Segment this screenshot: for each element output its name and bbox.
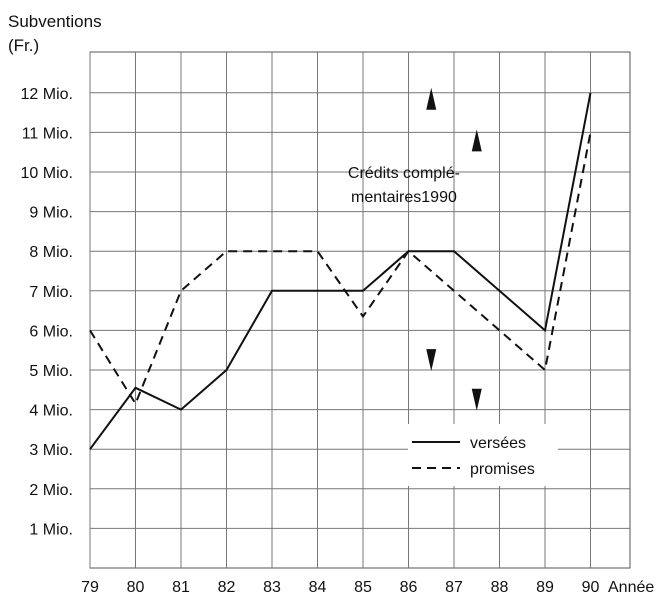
y-tick-label: 8 Mio. (29, 244, 73, 261)
y-tick-label: 9 Mio. (29, 205, 73, 222)
x-axis-title: Année (608, 579, 654, 596)
y-tick-label: 7 Mio. (29, 284, 73, 301)
legend-background (408, 424, 558, 486)
y-tick-label: 4 Mio. (29, 403, 73, 420)
x-tick-label: 84 (309, 579, 327, 596)
x-tick-label: 80 (127, 579, 145, 596)
x-tick-label: 82 (218, 579, 236, 596)
annotation-line-1: Crédits complé- (348, 165, 460, 182)
series-line-promises (89, 132, 592, 406)
y-axis-title-line-2: (Fr.) (8, 36, 40, 55)
triangle-marker-down (426, 349, 437, 372)
annotation: Crédits complé-mentaires1990 (348, 165, 460, 206)
y-tick-label: 6 Mio. (29, 323, 73, 340)
legend-label-promises: promises (470, 461, 535, 478)
x-tick-label: 83 (263, 579, 281, 596)
legend: versées promises (408, 424, 558, 486)
x-tick-label: 85 (354, 579, 372, 596)
triangle-marker-up (471, 129, 482, 152)
y-axis-title-line-1: Subventions (8, 12, 102, 31)
y-tick-label: 11 Mio. (22, 125, 73, 142)
y-tick-label: 2 Mio. (29, 482, 73, 499)
x-tick-label: 79 (81, 579, 99, 596)
triangle-marker-up (426, 87, 437, 110)
x-tick-label: 89 (536, 579, 554, 596)
y-tick-label: 10 Mio. (21, 165, 73, 182)
y-tick-labels: 1 Mio. 2 Mio. 3 Mio. 4 Mio. 5 Mio. 6 Mio. 7 Mi… (21, 86, 73, 539)
markers (426, 87, 482, 411)
x-tick-labels: 79 80 81 82 83 84 85 86 87 88 89 90 Année (81, 579, 654, 596)
legend-label-versées: versées (470, 435, 526, 452)
x-tick-label: 81 (172, 579, 190, 596)
x-tick-label: 87 (445, 579, 463, 596)
y-tick-label: 12 Mio. (21, 86, 73, 103)
y-tick-label: 3 Mio. (29, 442, 73, 459)
series-lines (89, 92, 592, 450)
triangle-marker-down (471, 388, 482, 411)
annotation-line-2: mentaires1990 (351, 189, 457, 206)
x-tick-label: 86 (400, 579, 418, 596)
y-tick-label: 1 Mio. (29, 521, 73, 538)
series-line-versées (89, 92, 592, 450)
x-tick-label: 88 (491, 579, 509, 596)
y-tick-label: 5 Mio. (29, 363, 73, 380)
x-tick-label: 90 (582, 579, 600, 596)
